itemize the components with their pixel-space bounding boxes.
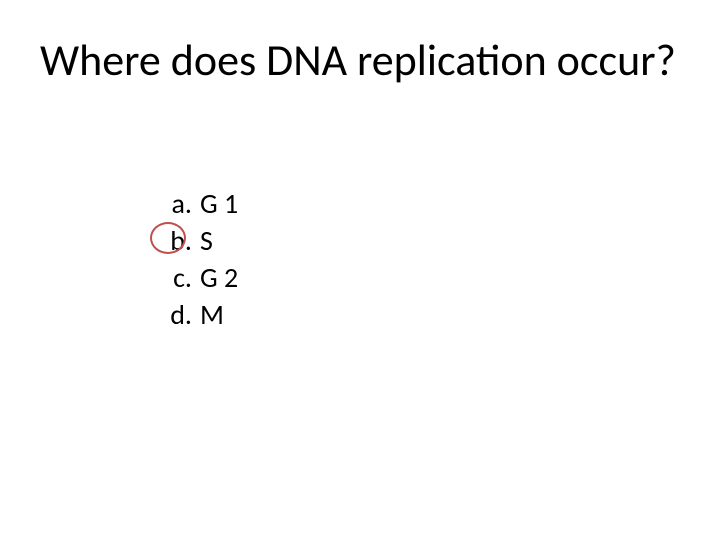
- option-c: c. G 2: [158, 260, 238, 297]
- option-b: b. S: [158, 223, 238, 260]
- option-letter: c.: [158, 260, 200, 297]
- option-text: G 2: [200, 260, 238, 297]
- option-text: S: [200, 223, 213, 260]
- options-list: a. G 1 b. S c. G 2 d. M: [158, 186, 238, 334]
- slide: Where does DNA replication occur? a. G 1…: [0, 0, 720, 540]
- option-a: a. G 1: [158, 186, 238, 223]
- option-text: G 1: [200, 186, 238, 223]
- option-letter: a.: [158, 186, 200, 223]
- question-title: Where does DNA replication occur?: [40, 36, 680, 84]
- option-text: M: [200, 297, 224, 334]
- option-letter: d.: [158, 297, 200, 334]
- option-d: d. M: [158, 297, 238, 334]
- option-letter: b.: [158, 223, 200, 260]
